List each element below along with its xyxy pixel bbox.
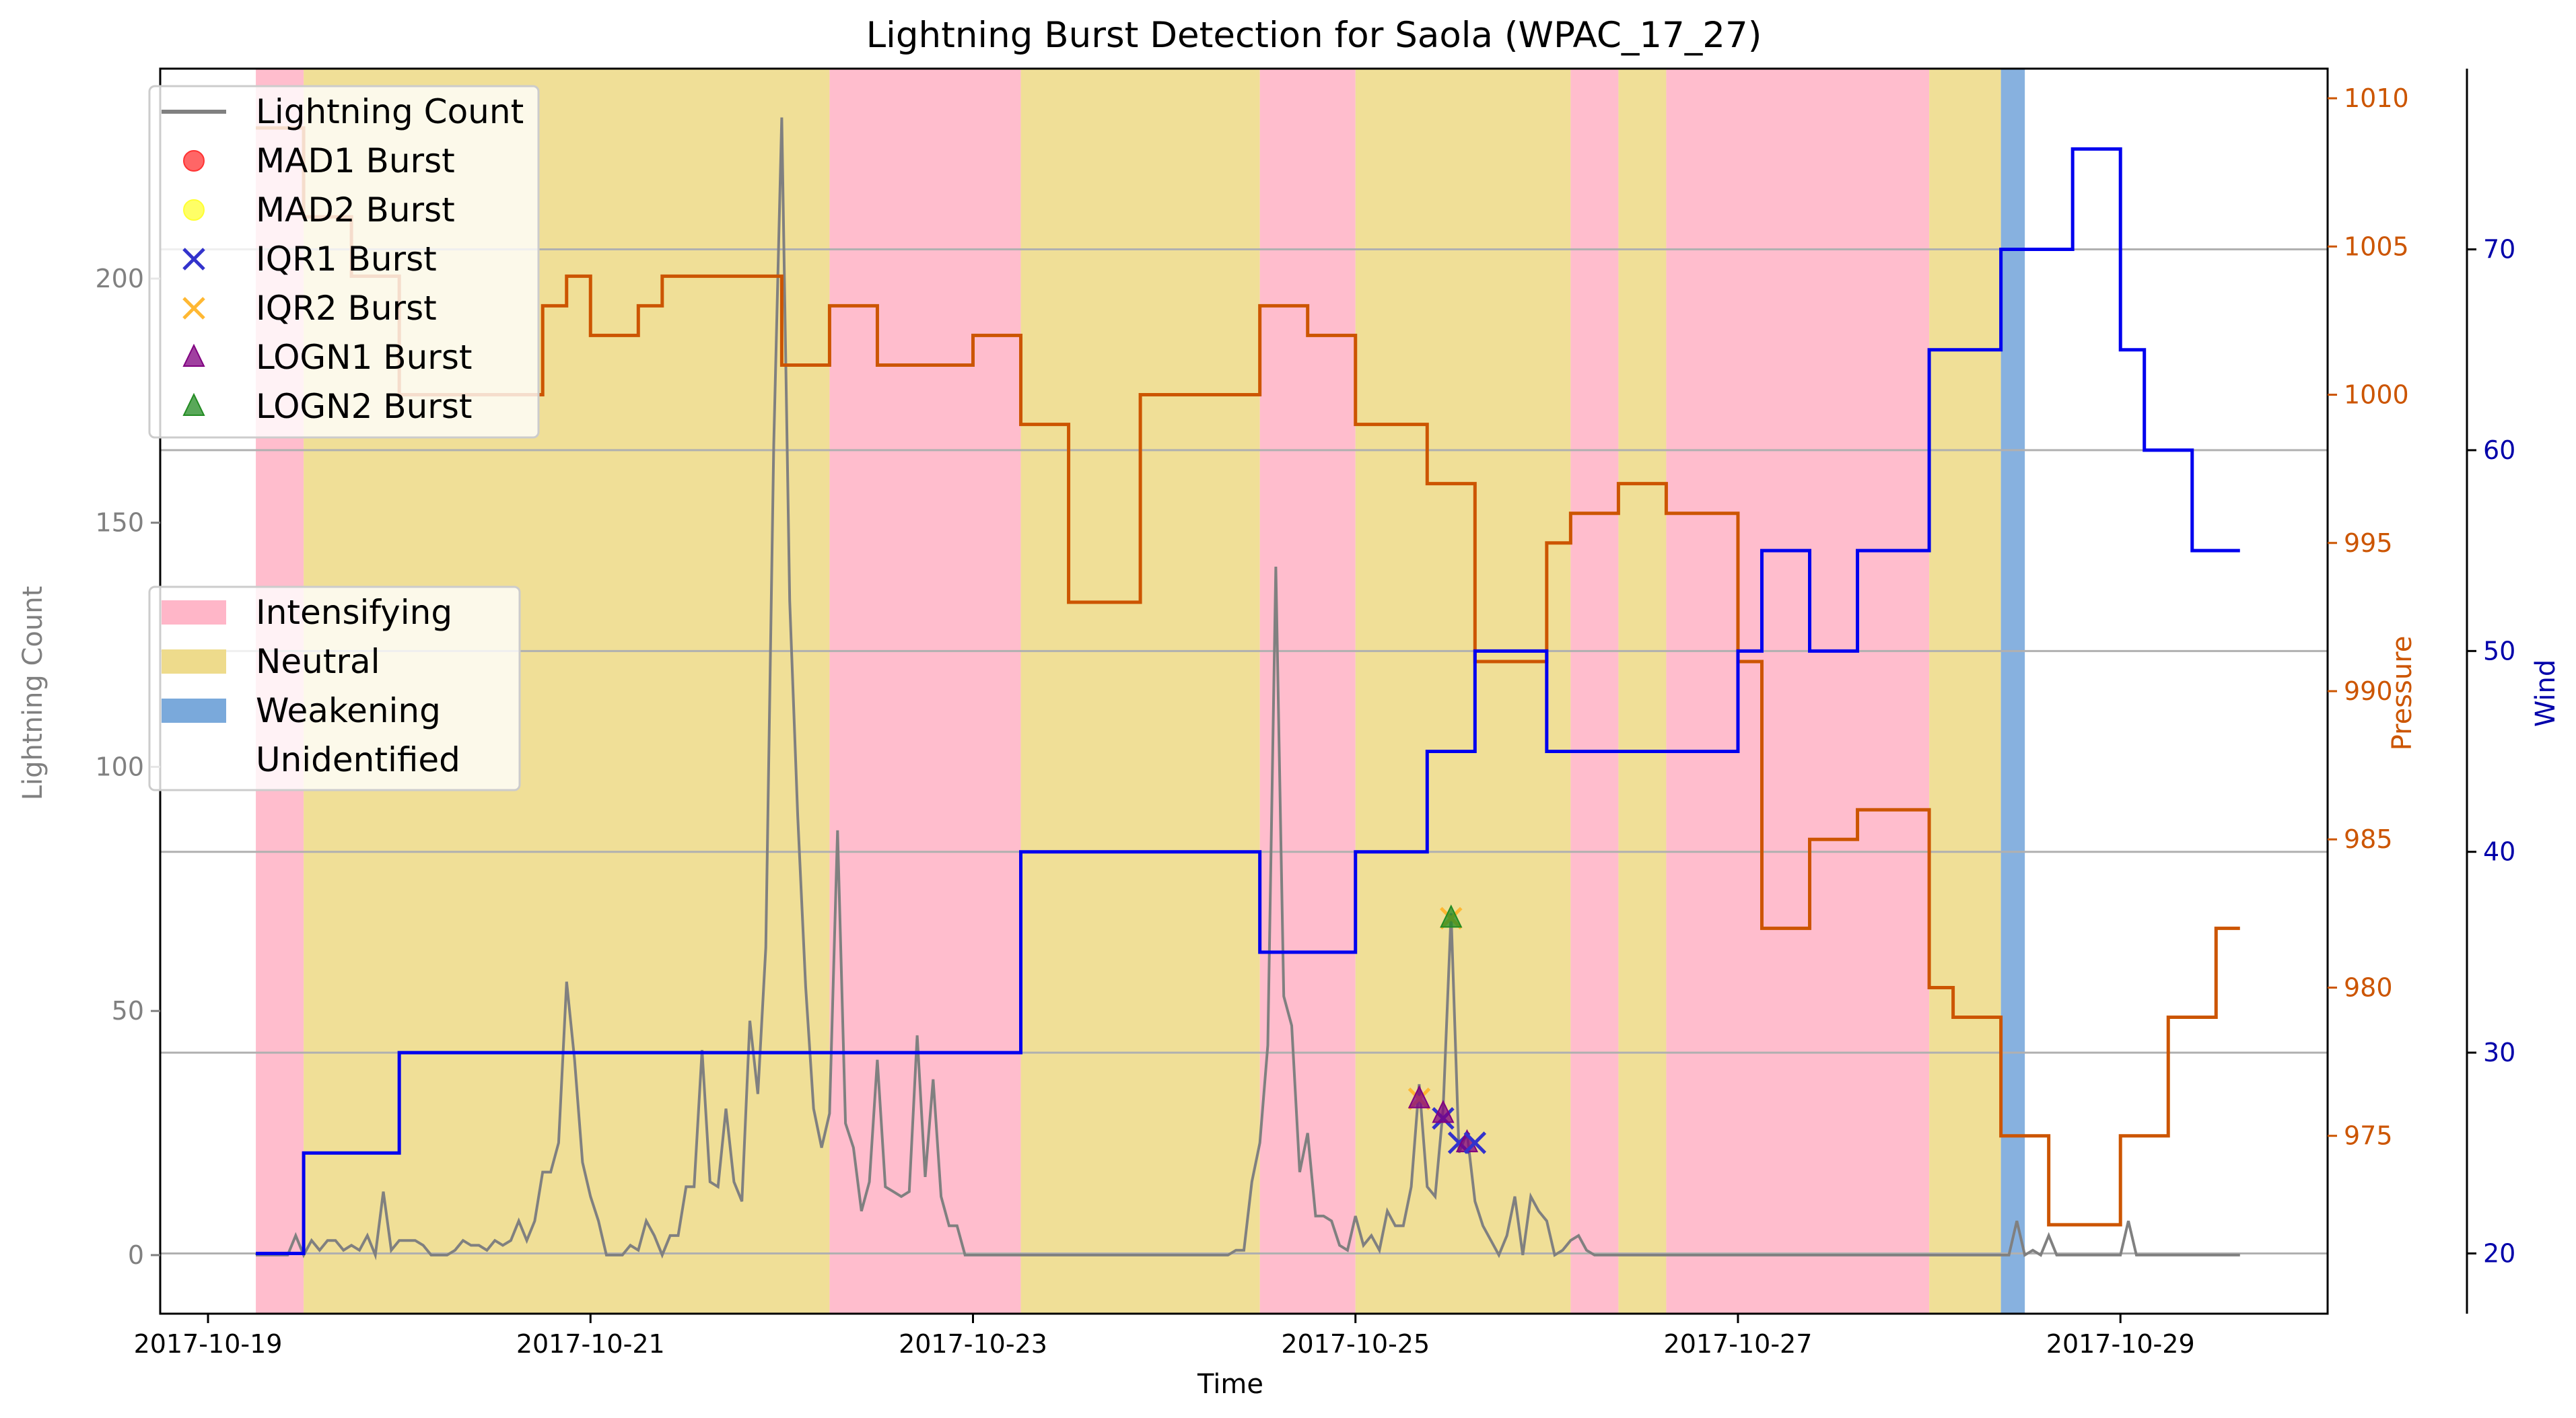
x-tick-label: 2017-10-29 bbox=[2046, 1329, 2195, 1359]
x-tick-label: 2017-10-23 bbox=[899, 1329, 1047, 1359]
series-legend bbox=[148, 85, 540, 439]
wind-tick-label: 40 bbox=[2483, 837, 2515, 867]
pressure-tick-label: 1000 bbox=[2344, 380, 2409, 410]
phase-band-intensifying bbox=[1259, 69, 1356, 1314]
legend-label-mad2: MAD2 Burst bbox=[256, 190, 455, 229]
lightning-tick-label: 50 bbox=[112, 996, 144, 1026]
pressure-tick-label: 1005 bbox=[2344, 232, 2409, 261]
chart-title: Lightning Burst Detection for Saola (WPA… bbox=[866, 15, 1762, 56]
burst-markers bbox=[1407, 905, 1487, 1154]
burst-marker-logn1 bbox=[1432, 1100, 1455, 1123]
lightning-line bbox=[254, 117, 2240, 1261]
burst-marker-iqr1 bbox=[1463, 1131, 1487, 1154]
lightning-axis-label: Lightning Count bbox=[18, 586, 48, 801]
x-tick-label: 2017-10-27 bbox=[1664, 1329, 1813, 1359]
wind-tick-label: 50 bbox=[2483, 636, 2515, 666]
wind-tick-label: 60 bbox=[2483, 435, 2515, 465]
phase-band-neutral bbox=[1618, 69, 1667, 1314]
burst-marker-logn2 bbox=[1440, 905, 1463, 928]
legend-label-neutral: Neutral bbox=[256, 642, 380, 681]
phase-band-neutral bbox=[1355, 69, 1571, 1314]
legend-label-unidentified: Unidentified bbox=[256, 740, 460, 779]
legend-iqr2-swatch-stroke bbox=[182, 297, 205, 320]
x-tick-label: 2017-10-19 bbox=[134, 1329, 283, 1359]
legend-logn1-swatch bbox=[182, 343, 205, 367]
legend-intensifying-swatch bbox=[162, 600, 226, 625]
pressure-tick-label: 985 bbox=[2344, 824, 2393, 854]
legend-label-mad1: MAD1 Burst bbox=[256, 141, 455, 180]
phase-band-intensifying bbox=[1666, 69, 1930, 1314]
lightning-series bbox=[254, 117, 2240, 1261]
x-tick-label: 2017-10-21 bbox=[516, 1329, 665, 1359]
phase-band-neutral bbox=[1020, 69, 1260, 1314]
legend-mad1-swatch bbox=[183, 150, 205, 172]
burst-marker-logn1 bbox=[1407, 1085, 1431, 1108]
axes: 2017-10-19 2017-10-21 2017-10-23 2017-10-25… bbox=[95, 67, 2515, 1359]
legend-label-intensifying: Intensifying bbox=[256, 593, 452, 632]
legend-label-logn2: LOGN2 Burst bbox=[256, 387, 472, 426]
phase-legend bbox=[148, 586, 521, 791]
legend-weakening-swatch bbox=[162, 699, 226, 723]
burst-marker-iqr1-stroke bbox=[1463, 1131, 1487, 1154]
legends: Lightning Count MAD1 Burst MAD2 Burst IQR1 … bbox=[148, 85, 540, 791]
lightning-tick-label: 100 bbox=[95, 752, 144, 781]
legend-neutral-swatch bbox=[162, 649, 226, 674]
legend-iqr1-swatch-stroke bbox=[182, 248, 205, 271]
wind-line bbox=[256, 147, 2240, 1255]
legend-iqr1-swatch bbox=[182, 248, 205, 271]
legend-label-lightning: Lightning Count bbox=[256, 92, 524, 131]
wind-axis-label: Wind bbox=[2530, 660, 2561, 728]
phase-band-intensifying bbox=[1570, 69, 1619, 1314]
lightning-tick-label: 200 bbox=[95, 264, 144, 293]
pressure-line bbox=[256, 126, 2240, 1227]
legend-label-iqr2: IQR2 Burst bbox=[256, 289, 437, 328]
wind-tick-label: 70 bbox=[2483, 235, 2515, 264]
phase-band-intensifying bbox=[829, 69, 1021, 1314]
lightning-tick-label: 0 bbox=[128, 1240, 144, 1270]
phase-band-weakening bbox=[2000, 69, 2025, 1314]
wind-tick-label: 30 bbox=[2483, 1038, 2515, 1067]
wind-series bbox=[256, 147, 2240, 1255]
pressure-axis-label: Pressure bbox=[2387, 636, 2418, 751]
pressure-tick-label: 975 bbox=[2344, 1121, 2393, 1151]
pressure-tick-label: 995 bbox=[2344, 528, 2393, 558]
x-axis-label: Time bbox=[1197, 1369, 1263, 1400]
pressure-tick-label: 980 bbox=[2344, 972, 2393, 1002]
legend-label-iqr1: IQR1 Burst bbox=[256, 240, 437, 279]
legend-logn2-swatch bbox=[182, 392, 205, 416]
lightning-tick-label: 150 bbox=[95, 508, 144, 538]
x-tick-label: 2017-10-25 bbox=[1281, 1329, 1430, 1359]
pressure-tick-label: 1010 bbox=[2344, 83, 2409, 113]
legend-mad2-swatch bbox=[183, 199, 205, 221]
pressure-tick-label: 990 bbox=[2344, 676, 2393, 706]
wind-tick-label: 20 bbox=[2483, 1238, 2515, 1268]
legend-iqr2-swatch bbox=[182, 297, 205, 320]
pressure-series bbox=[256, 126, 2240, 1227]
legend-label-logn1: LOGN1 Burst bbox=[256, 338, 472, 377]
phase-band-neutral bbox=[1929, 69, 2001, 1314]
legend-label-weakening: Weakening bbox=[256, 691, 441, 730]
